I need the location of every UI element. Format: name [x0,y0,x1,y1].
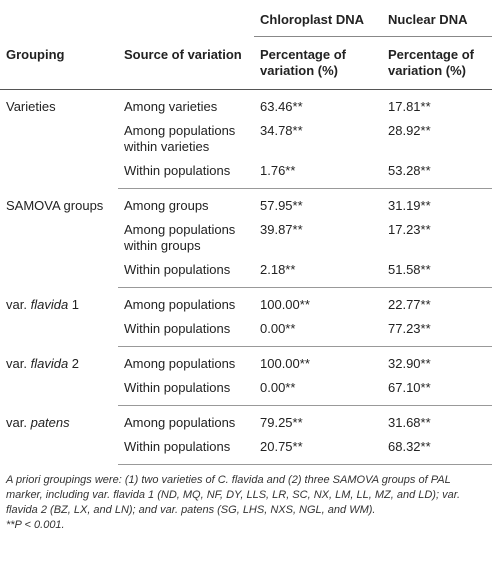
value-cell: 100.00** [260,356,310,371]
value-cell: 67.10** [382,376,492,406]
value-cell: 39.87** [260,222,303,237]
grouping-italic: patens [30,414,70,430]
table-row: var. flavida 2 Among populations 100.00** 3… [0,347,492,377]
table-row: SAMOVA groups Among groups 57.95** 31.19** [0,189,492,219]
table-row: var. flavida 1 Among populations 100.00** 2… [0,288,492,318]
column-header: Chloroplast DNA [254,0,382,37]
source-cell: Within populations [118,376,254,406]
table-row: var. patens Among populations 79.25** 31.68… [0,406,492,436]
footnote: A priori groupings were: (1) two varieti… [0,465,492,533]
grouping-italic: flavida [30,296,69,312]
grouping-cell: Varieties [0,90,118,189]
value-cell: 17.81** [388,99,431,114]
table-row: Within populations 20.75** 68.32** [0,435,492,465]
source-cell: Among populations [124,356,236,371]
column-header: Grouping [0,36,118,90]
results-table: Chloroplast DNA Nuclear DNA Grouping Sou… [0,0,492,465]
value-cell: 79.25** [260,415,303,430]
table-row: Among populations within groups 39.87** 17… [0,218,492,258]
value-cell: 0.00** [254,317,382,347]
source-cell: Within populations [118,159,254,189]
source-cell: Within populations [118,435,254,465]
grouping-text: SAMOVA groups [6,197,104,213]
grouping-text: var. [6,355,27,371]
value-cell: 32.90** [388,356,431,371]
value-cell: 77.23** [382,317,492,347]
value-cell: 34.78** [260,123,303,138]
grouping-cell: SAMOVA groups [0,189,118,288]
value-cell: 31.19** [388,198,431,213]
table-row: Within populations 2.18** 51.58** [0,258,492,288]
table-row: Varieties Among varieties 63.46** 17.81** [0,90,492,120]
table-row: Within populations 0.00** 77.23** [0,317,492,347]
source-cell: Among populations within groups [124,222,236,253]
value-cell: 17.23** [388,222,431,237]
column-header: Percentage of variation (%) [254,36,382,90]
grouping-text: var. [6,296,27,312]
grouping-italic: flavida [30,355,69,371]
column-header: Percentage of variation (%) [382,36,492,90]
value-cell: 2.18** [254,258,382,288]
header-row: Chloroplast DNA Nuclear DNA [0,0,492,37]
value-cell: 63.46** [260,99,303,114]
grouping-cell: var. flavida 1 [0,288,118,347]
value-cell: 0.00** [254,376,382,406]
table-row: Within populations 1.76** 53.28** [0,159,492,189]
value-cell: 100.00** [260,297,310,312]
source-cell: Among populations [124,415,236,430]
value-cell: 28.92** [388,123,431,138]
column-header: Source of variation [118,36,254,90]
source-cell: Among populations within varieties [124,123,236,154]
source-cell: Among populations [124,297,236,312]
value-cell: 53.28** [382,159,492,189]
value-cell: 20.75** [254,435,382,465]
source-cell: Among varieties [124,99,218,114]
table-body: Varieties Among varieties 63.46** 17.81** Am… [0,90,492,465]
value-cell: 68.32** [382,435,492,465]
value-cell: 1.76** [254,159,382,189]
source-cell: Among groups [124,198,209,213]
source-cell: Within populations [118,317,254,347]
table-row: Among populations within varieties 34.78*… [0,119,492,159]
value-cell: 57.95** [260,198,303,213]
grouping-cell: var. flavida 2 [0,347,118,406]
value-cell: 31.68** [388,415,431,430]
value-cell: 51.58** [382,258,492,288]
footnote-text: A priori groupings were: (1) two varieti… [6,474,461,516]
table-row: Within populations 0.00** 67.10** [0,376,492,406]
grouping-suffix: 2 [71,355,80,371]
value-cell: 22.77** [388,297,431,312]
grouping-cell: var. patens [0,406,118,465]
grouping-text: Varieties [6,99,56,114]
header-row: Grouping Source of variation Percentage … [0,36,492,90]
grouping-text: var. [6,414,27,430]
source-cell: Within populations [118,258,254,288]
grouping-suffix: 1 [71,296,80,312]
footnote-text: **P < 0.001. [6,519,65,531]
column-header: Nuclear DNA [382,0,492,37]
